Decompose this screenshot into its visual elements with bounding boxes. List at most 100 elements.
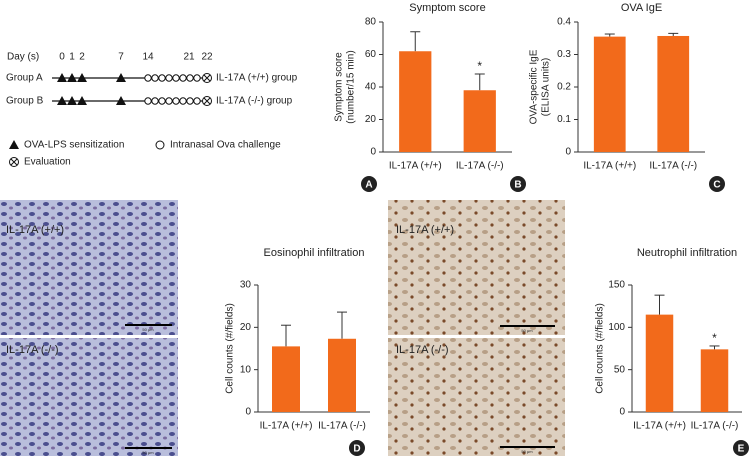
scale-bar-label: 50 μm xyxy=(521,449,533,454)
group-label: IL-17A (-/-) group xyxy=(216,96,293,107)
x-tick-label: IL-17A (+/+) xyxy=(389,161,442,172)
micrograph xyxy=(0,338,178,456)
circle-icon xyxy=(172,97,180,105)
circle-icon xyxy=(144,74,152,82)
scale-bar-label: 50 μm xyxy=(521,328,533,333)
schematic: Day (s) 0 1 2 7 14 21 22 Group A IL-17A … xyxy=(6,52,298,168)
x-tick-label: IL-17A (+/+) xyxy=(633,421,686,432)
bar xyxy=(700,349,729,412)
triangle-icon xyxy=(77,96,87,105)
circle-icon xyxy=(158,97,166,105)
panel-label: D xyxy=(353,444,360,455)
scale-bar-label: 50 μm xyxy=(142,327,154,332)
panel-label-badge xyxy=(349,440,365,456)
bar xyxy=(399,51,432,152)
triangle-icon xyxy=(77,73,87,82)
triangle-icon xyxy=(57,96,67,105)
panel-label: C xyxy=(713,180,720,191)
circle-icon xyxy=(186,74,194,82)
circle-icon xyxy=(179,74,187,82)
scale-bar-label: 50 μm xyxy=(142,450,154,455)
circle-icon xyxy=(193,97,201,105)
circle-icon xyxy=(179,97,187,105)
y-tick-label: 0.2 xyxy=(557,82,571,93)
day: 21 xyxy=(183,52,195,63)
day: 2 xyxy=(79,52,85,63)
panel-label: B xyxy=(514,180,521,191)
y-tick-label: 100 xyxy=(608,322,625,333)
y-tick-label: 0.3 xyxy=(557,49,571,60)
group-name: Group B xyxy=(6,96,44,107)
y-tick-label: 0.4 xyxy=(557,17,571,28)
circle-icon xyxy=(144,97,152,105)
bar xyxy=(272,346,300,412)
panel-label: E xyxy=(738,444,745,455)
y-tick-label: 20 xyxy=(365,114,377,125)
x-tick-label: IL-17A (+/+) xyxy=(583,161,636,172)
panel-label-badge xyxy=(709,176,725,192)
day: 14 xyxy=(142,52,154,63)
micrographs: IL-17A (+/+) IL-17A (-/-) 50 μm 50 μm IL… xyxy=(0,200,565,456)
panel-label: A xyxy=(365,180,372,191)
bar xyxy=(645,314,674,412)
y-tick-label: 20 xyxy=(240,322,252,333)
y-axis-label: Cell counts (#/fields) xyxy=(595,303,606,394)
y-axis-label: Cell counts (#/fields) xyxy=(225,303,236,394)
y-tick-label: 60 xyxy=(365,49,377,60)
circle-icon xyxy=(158,74,166,82)
circle-icon xyxy=(186,97,194,105)
y-axis-label: (number/15 min) xyxy=(346,50,357,123)
y-tick-label: 50 xyxy=(614,364,626,375)
micrograph-label: IL-17A (+/+) xyxy=(396,224,454,236)
x-tick-label: IL-17A (+/+) xyxy=(260,421,313,432)
chart-title: Symptom score xyxy=(409,2,485,14)
panel-label-badge xyxy=(510,176,526,192)
circle-icon xyxy=(155,140,165,150)
timelines xyxy=(52,73,212,106)
triangle-icon xyxy=(67,73,77,82)
micrograph-label: IL-17A (+/+) xyxy=(6,224,64,236)
y-tick-label: 80 xyxy=(365,17,377,28)
bar xyxy=(593,36,626,152)
chart-title: Eosinophil infiltration xyxy=(264,247,365,259)
circle-icon xyxy=(151,74,159,82)
circle-icon xyxy=(172,74,180,82)
micrograph xyxy=(388,338,565,456)
chart-title: Neutrophil infiltration xyxy=(637,247,737,259)
bar xyxy=(463,90,496,152)
x-tick-label: IL-17A (-/-) xyxy=(649,161,697,172)
x-tick-label: IL-17A (-/-) xyxy=(691,421,739,432)
y-tick-label: 0.1 xyxy=(557,114,571,125)
y-tick-label: 40 xyxy=(365,82,377,93)
circle-icon xyxy=(165,97,173,105)
y-tick-label: 150 xyxy=(608,280,625,291)
micrograph-label: IL-17A (-/-) xyxy=(6,344,59,356)
circle-icon xyxy=(151,97,159,105)
y-tick-label: 0 xyxy=(245,407,251,418)
significance-mark: * xyxy=(712,331,717,345)
micrograph-label: IL-17A (-/-) xyxy=(396,344,449,356)
y-tick-label: 0 xyxy=(565,147,571,158)
day-label: Day (s) xyxy=(7,52,39,63)
panel-label-badge xyxy=(361,176,377,192)
x-tick-label: IL-17A (-/-) xyxy=(318,421,366,432)
triangle-icon xyxy=(116,96,126,105)
chart-title: OVA IgE xyxy=(621,2,662,14)
bar xyxy=(657,35,690,152)
x-tick-label: IL-17A (-/-) xyxy=(456,161,504,172)
evaluation-icon xyxy=(9,157,19,167)
triangle-icon xyxy=(9,140,19,149)
evaluation-icon xyxy=(203,74,211,82)
significance-mark: * xyxy=(477,59,482,73)
micrograph xyxy=(388,200,565,335)
day: 1 xyxy=(69,52,75,63)
circle-icon xyxy=(165,74,173,82)
y-tick-label: 30 xyxy=(240,280,252,291)
y-tick-label: 0 xyxy=(370,147,376,158)
day: 22 xyxy=(201,52,213,63)
triangle-icon xyxy=(67,96,77,105)
y-axis-label: OVA-specific IgE xyxy=(529,49,540,124)
y-tick-label: 0 xyxy=(619,407,625,418)
y-axis-label: Symptom score xyxy=(334,52,345,122)
